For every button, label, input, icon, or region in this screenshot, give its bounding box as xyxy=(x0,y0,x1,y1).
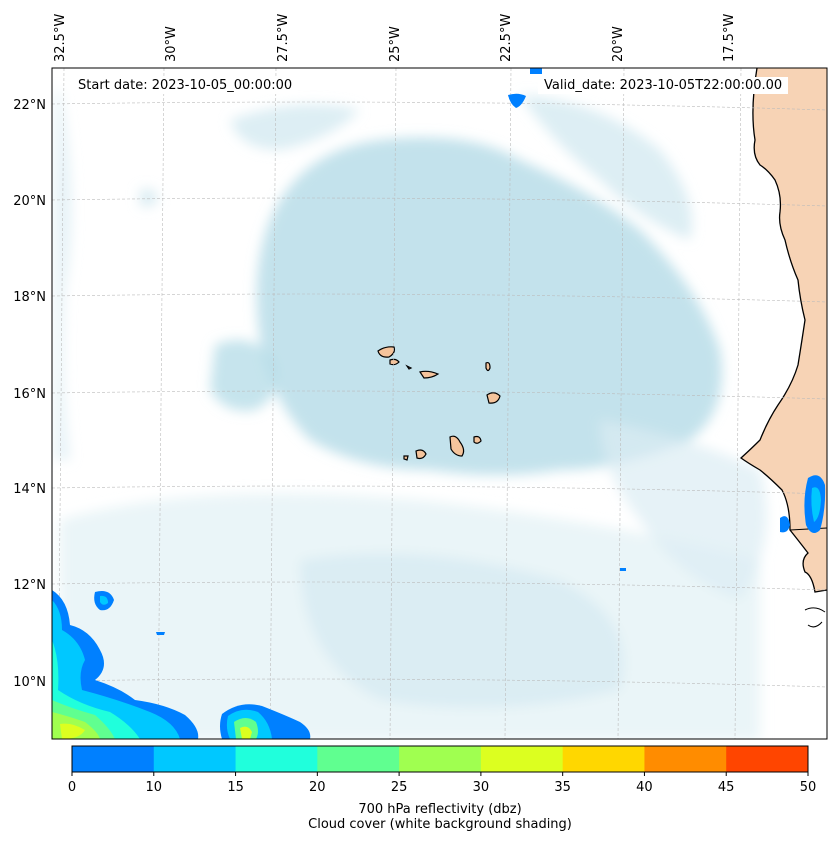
cloud-cover-layer xyxy=(55,90,767,739)
lon-label: 27.5°W xyxy=(276,13,291,62)
parallel-line xyxy=(52,678,827,688)
colorbar-segment xyxy=(317,746,400,772)
valid-date-label: Valid_date: 2023-10-05T22:00:00.00 xyxy=(538,77,789,94)
reflectivity-north xyxy=(508,93,526,108)
lat-label: 16°N xyxy=(13,387,46,402)
reflectivity-cell-sw-30 xyxy=(60,723,85,739)
meridian-line xyxy=(617,68,625,739)
parallel-line xyxy=(52,293,827,303)
parallel-line xyxy=(52,390,827,400)
colorbar-border xyxy=(71,745,809,773)
island-santiago xyxy=(449,435,465,457)
parallel-line xyxy=(52,485,827,495)
lon-label: 30°W xyxy=(164,26,179,62)
lat-label: 12°N xyxy=(13,578,46,593)
colorbar-segment xyxy=(562,746,645,772)
colorbar-label-line1: 700 hPa reflectivity (dbz) xyxy=(358,802,522,817)
colorbar-tick: 50 xyxy=(799,780,817,795)
parallel-line xyxy=(52,101,827,111)
lon-label: 17.5°W xyxy=(722,13,737,62)
island-boa-vista xyxy=(486,392,501,404)
colorbar-tick: 25 xyxy=(390,780,408,795)
meridian-line xyxy=(269,68,277,739)
colorbar-tick: 0 xyxy=(67,780,77,795)
colorbar-tick: 40 xyxy=(636,780,653,795)
colorbar-segment xyxy=(399,746,482,772)
reflectivity-coast-e-2 xyxy=(780,516,790,533)
colorbar-segment xyxy=(72,746,155,772)
island-maio xyxy=(473,435,482,444)
parallel-line xyxy=(52,197,827,207)
lon-label: 22.5°W xyxy=(499,13,514,62)
guinea-coast xyxy=(804,607,826,628)
reflectivity-north-2 xyxy=(530,68,542,74)
island-brava xyxy=(403,455,409,461)
reflectivity-coast-e-10 xyxy=(811,487,821,522)
colorbar-segment xyxy=(480,746,564,772)
lon-label: 32.5°W xyxy=(53,13,68,62)
africa-land xyxy=(741,68,827,592)
island-sao-vicente xyxy=(389,358,400,366)
parallel-line xyxy=(52,581,827,591)
island-fogo xyxy=(415,449,427,460)
meridian-line xyxy=(389,68,397,739)
island-sao-nicolau xyxy=(419,370,440,379)
lat-label: 22°N xyxy=(13,98,46,113)
colorbar-tick: 45 xyxy=(717,780,735,795)
colorbar-segment xyxy=(726,746,809,772)
start-date-label: Start date: 2023-10-05_00:00:00 xyxy=(72,77,299,94)
colorbar-tick: 10 xyxy=(145,780,163,795)
reflectivity-layer xyxy=(52,68,826,739)
island-santo-antao xyxy=(377,346,396,358)
reflectivity-cell-s-30 xyxy=(240,726,252,739)
reflectivity-small-a2 xyxy=(100,595,108,605)
colorbar-segment xyxy=(153,746,237,772)
colorbar-segment xyxy=(235,746,318,772)
meridian-line xyxy=(504,68,512,739)
colorbar-segment xyxy=(644,746,727,772)
lat-label: 10°N xyxy=(13,675,46,690)
cape-verde-islands xyxy=(377,346,501,461)
colorbar-tick: 20 xyxy=(309,780,326,795)
lat-label: 14°N xyxy=(13,482,46,497)
meridian-line xyxy=(157,68,165,739)
lon-label: 25°W xyxy=(388,26,403,62)
map-frame xyxy=(51,67,828,740)
colorbar-label: 700 hPa reflectivity (dbz) Cloud cover (… xyxy=(72,802,808,832)
island-santa-luzia xyxy=(405,364,413,370)
gridlines xyxy=(52,68,827,739)
colorbar xyxy=(71,745,809,776)
colorbar-tick: 15 xyxy=(227,780,244,795)
lat-label: 20°N xyxy=(13,194,46,209)
colorbar-tick: 35 xyxy=(554,780,571,795)
lat-label: 18°N xyxy=(13,290,46,305)
colorbar-label-line2: Cloud cover (white background shading) xyxy=(308,817,572,832)
colorbar-tick: 30 xyxy=(472,780,490,795)
lon-label: 20°W xyxy=(611,26,626,62)
meridian-line xyxy=(57,68,65,739)
meridian-line xyxy=(734,68,742,739)
reflectivity-dot-2 xyxy=(620,568,626,571)
africa-coastline xyxy=(739,68,827,593)
island-sal xyxy=(485,361,491,372)
reflectivity-dot-1 xyxy=(156,632,165,635)
